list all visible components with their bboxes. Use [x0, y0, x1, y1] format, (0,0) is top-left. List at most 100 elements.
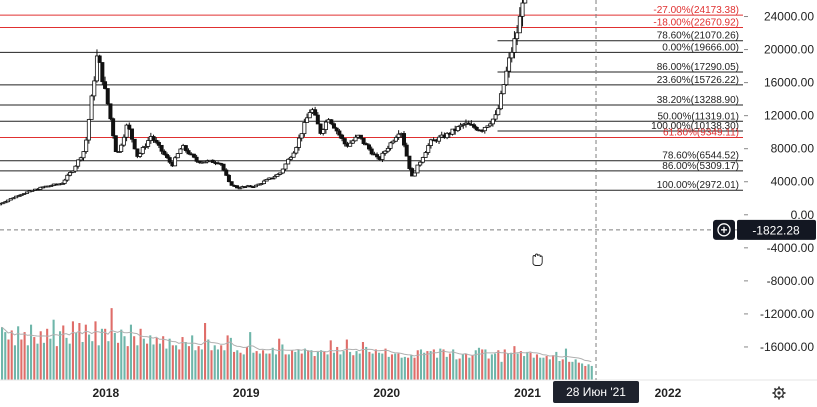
candle-body: [65, 174, 70, 181]
candle-body: [410, 168, 415, 177]
volume-bar: [403, 356, 406, 380]
candle-body: [291, 152, 296, 158]
volume-bar: [352, 355, 355, 380]
volume-bar: [368, 351, 371, 380]
candle-body: [24, 191, 29, 194]
y-tick-label: 24000.00: [764, 10, 814, 24]
volume-bar: [236, 350, 239, 380]
volume-bar: [381, 353, 384, 380]
volume-bar: [342, 351, 345, 380]
candle-body: [0, 203, 3, 206]
volume-bar: [71, 321, 74, 380]
candle-body: [235, 185, 240, 189]
crosshair-date-label: 28 Июн '21: [566, 385, 626, 399]
candle-body: [396, 133, 401, 138]
fib-level-label: 78.60%(6544.52): [662, 151, 739, 162]
candle-body: [404, 144, 409, 157]
candle-body: [119, 144, 124, 152]
candle-body: [261, 180, 266, 185]
volume-bar: [494, 353, 497, 380]
volume-bar: [539, 357, 542, 380]
y-tick-label: 16000.00: [764, 76, 814, 90]
candle-body: [19, 193, 24, 196]
candle-body: [22, 193, 27, 195]
candle-body: [302, 122, 307, 135]
volume-bar: [233, 351, 236, 380]
candle-body: [428, 139, 433, 146]
y-tick-label: -8000.00: [767, 274, 815, 288]
volume-bar: [207, 339, 210, 380]
volume-bar: [458, 358, 461, 380]
candle-body: [509, 51, 514, 59]
candle-body: [14, 195, 19, 199]
volume-bar: [107, 341, 110, 380]
volume-bar: [577, 362, 580, 380]
candle-body: [146, 140, 151, 147]
candle-body: [272, 175, 277, 179]
volume-bar: [252, 352, 255, 380]
candle-body: [321, 129, 326, 134]
candle-body: [364, 143, 369, 146]
y-tick-label: 20000.00: [764, 43, 814, 57]
candle-body: [16, 195, 21, 197]
candle-body: [78, 157, 83, 161]
volume-bar: [65, 337, 68, 380]
volume-bar: [526, 351, 529, 380]
candle-body: [253, 184, 258, 188]
volume-bar: [320, 350, 323, 380]
candle-body: [127, 124, 132, 130]
volume-bar: [100, 328, 103, 380]
candle-body: [164, 154, 169, 158]
volume-bar: [429, 351, 432, 380]
volume-bar: [506, 353, 510, 380]
volume-bar: [200, 349, 203, 380]
candle-body: [375, 154, 380, 158]
volume-bar: [20, 339, 23, 380]
volume-bar: [332, 352, 336, 380]
volume-bar: [445, 356, 448, 380]
candle-body: [108, 103, 113, 120]
candle-body: [86, 119, 91, 141]
volume-bar: [378, 352, 381, 380]
volume-bar: [387, 356, 390, 380]
plus-circle-icon[interactable]: [713, 219, 735, 240]
volume-bar: [146, 343, 149, 380]
candle-body: [113, 135, 118, 153]
volume-bar: [194, 350, 197, 380]
volume-bar: [339, 354, 342, 380]
volume-bar: [410, 355, 413, 380]
crosshair-price-label: -1822.28: [752, 223, 800, 237]
x-tick-label: 2019: [233, 386, 260, 400]
candle-body: [412, 172, 417, 177]
volume-bar: [226, 335, 229, 380]
candle-body: [151, 136, 156, 141]
price-axis-area: [743, 0, 817, 407]
candle-body: [418, 161, 423, 166]
volume-bar: [510, 352, 513, 380]
y-tick-label: 8000.00: [771, 142, 815, 156]
candle-body: [124, 124, 129, 138]
volume-bar: [329, 340, 332, 380]
candle-body: [11, 197, 16, 200]
volume-bar: [413, 357, 416, 380]
volume-bar: [239, 352, 242, 380]
volume-bar: [94, 321, 97, 380]
candle-body: [194, 156, 199, 162]
volume-bar: [513, 346, 516, 380]
candle-body: [229, 181, 234, 186]
gear-icon[interactable]: [772, 386, 786, 400]
volume-bar: [133, 336, 136, 380]
volume-bar: [204, 323, 207, 380]
volume-bar: [120, 329, 123, 380]
volume-bar: [336, 346, 339, 380]
candle-body: [474, 126, 479, 131]
volume-bar: [529, 352, 532, 380]
volume-bar: [187, 346, 190, 380]
volume-bar: [481, 349, 484, 380]
volume-bar: [561, 359, 564, 380]
y-tick-label: -16000.00: [760, 340, 814, 354]
candle-body: [504, 70, 509, 86]
volume-bar: [49, 338, 52, 380]
